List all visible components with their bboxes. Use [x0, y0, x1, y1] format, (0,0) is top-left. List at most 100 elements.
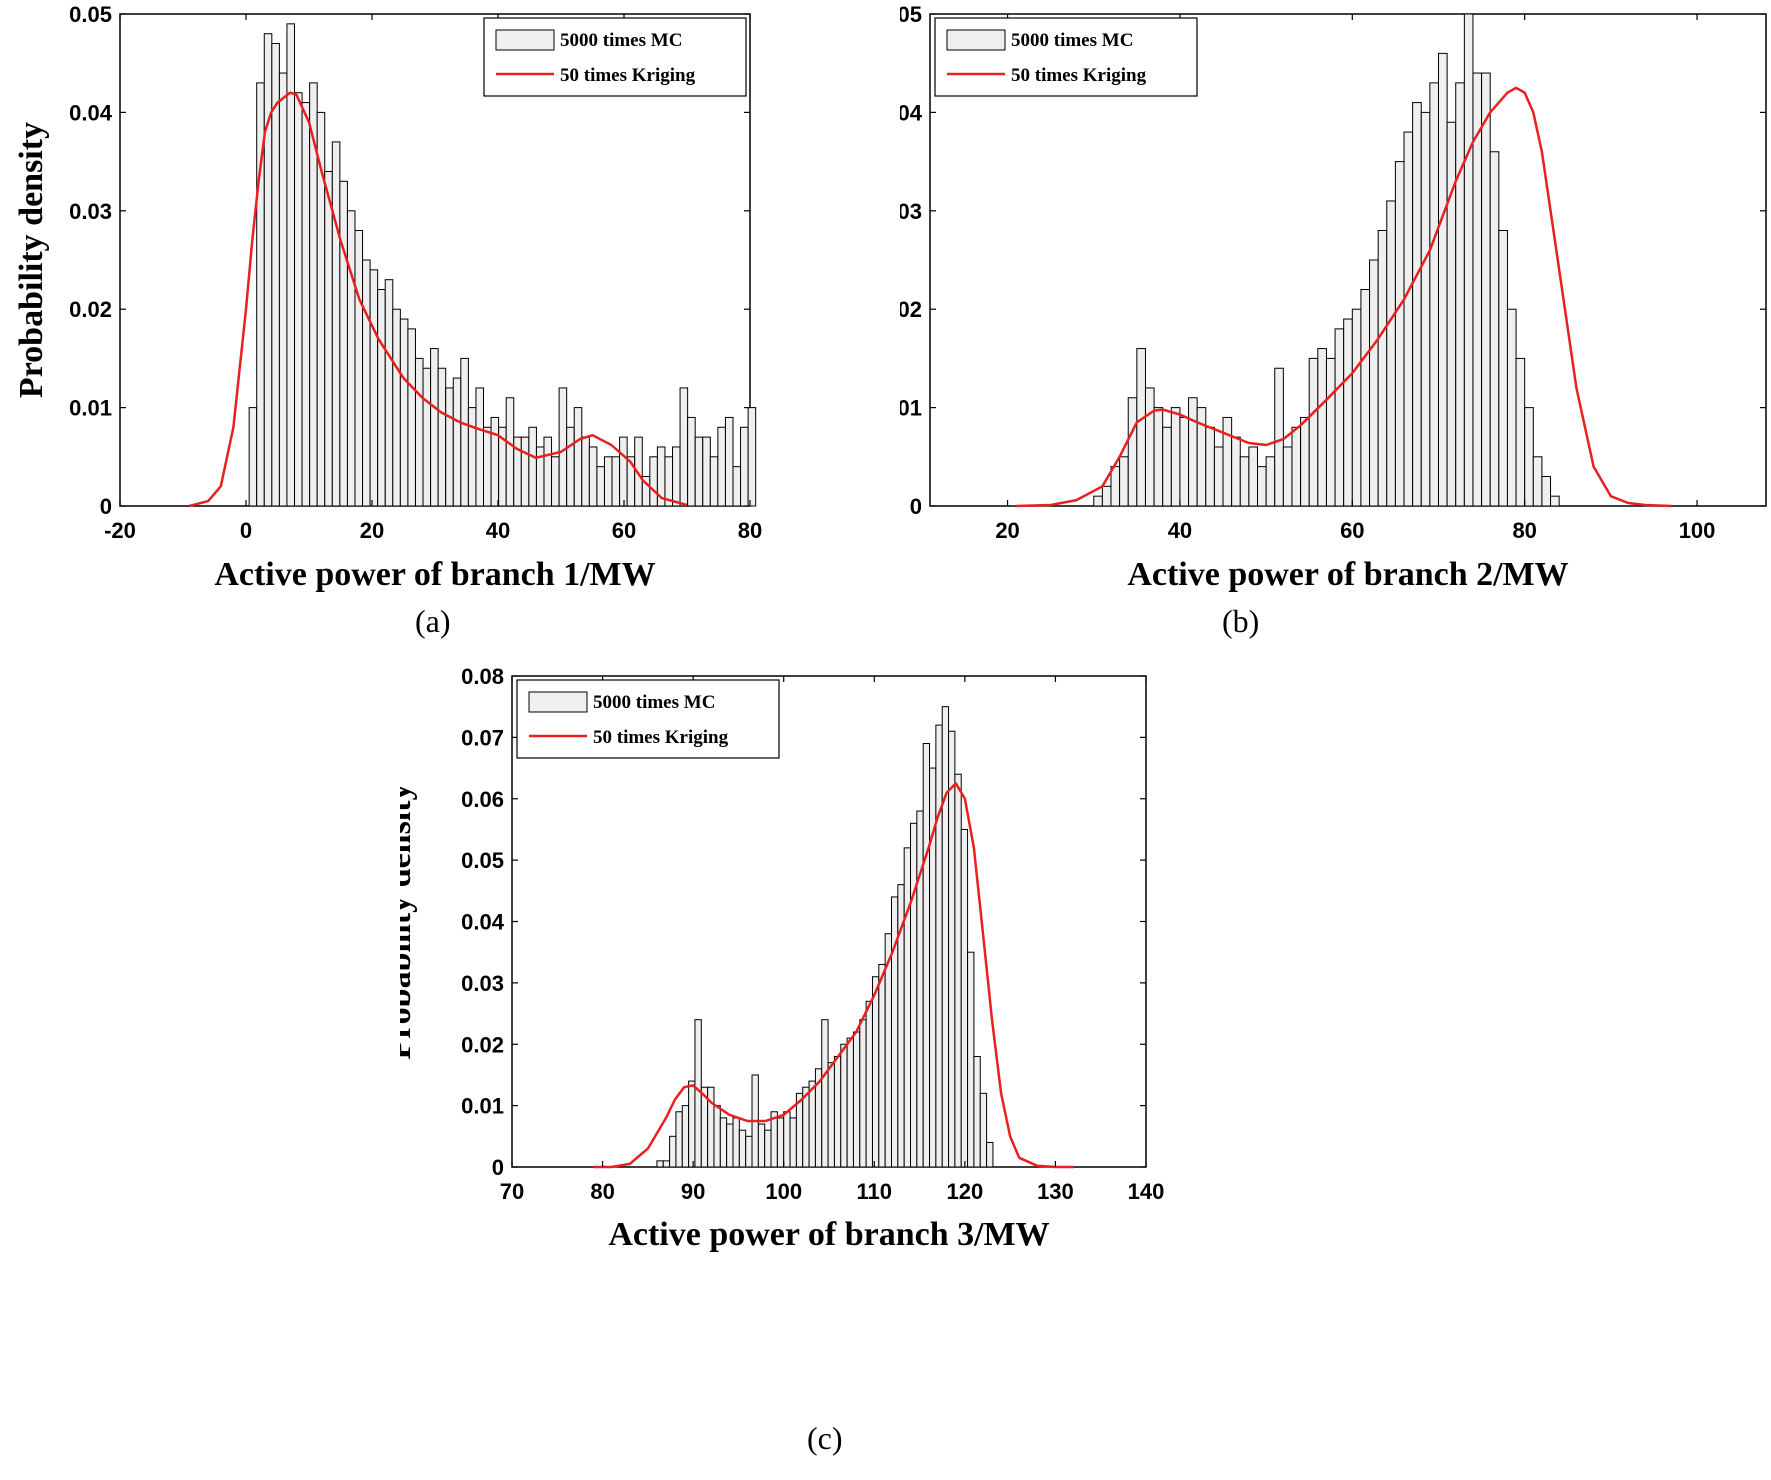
histogram-bar [1532, 456, 1543, 507]
histogram-bar [979, 1092, 988, 1168]
histogram-bar [1325, 357, 1336, 507]
histogram-bar [789, 1117, 797, 1168]
y-tick-label: 0.02 [900, 297, 922, 322]
histogram-bar [852, 1031, 861, 1168]
histogram-bar [399, 318, 409, 507]
histogram-bar [719, 1117, 728, 1168]
histogram-bar [581, 436, 590, 507]
y-tick-label: 0.01 [900, 396, 922, 421]
histogram-bar [1386, 200, 1396, 507]
y-tick-label: 0.04 [900, 100, 923, 125]
histogram-bar [745, 1135, 753, 1168]
subplot-label-a: (a) [415, 603, 451, 639]
x-axis-title: Active power of branch 3/MW [608, 1216, 1049, 1253]
histogram-bar [726, 1123, 734, 1168]
histogram-bar [709, 456, 719, 507]
histogram-bar [871, 976, 880, 1168]
histogram-bar [566, 426, 575, 507]
histogram-bar [732, 1117, 740, 1168]
histogram-bar [846, 1037, 854, 1168]
x-tick-label: 70 [500, 1179, 524, 1204]
histogram-bar [681, 1105, 690, 1168]
histogram-bar [551, 456, 560, 507]
histogram-bar [475, 387, 485, 507]
histogram-bar [596, 466, 605, 507]
histogram-bar [354, 229, 364, 507]
histogram-bar [1144, 387, 1155, 507]
histogram-bar [520, 436, 530, 507]
histogram-bar [1153, 407, 1164, 507]
histogram-bar [483, 426, 492, 507]
histogram-bar [362, 259, 371, 507]
histogram-bar [1420, 111, 1431, 507]
histogram-bar [1377, 229, 1388, 507]
y-tick-label: 0.03 [69, 199, 112, 224]
y-tick-label: 0.02 [69, 297, 112, 322]
histogram-bar [467, 407, 477, 507]
histogram-bar [1231, 436, 1241, 507]
histogram-bar [840, 1043, 848, 1168]
histogram-bar [271, 43, 280, 507]
y-tick-label: 0.01 [461, 1094, 504, 1119]
histogram-bar [1282, 446, 1293, 507]
x-tick-label: 100 [765, 1179, 802, 1204]
kriging-curve [188, 91, 688, 508]
histogram-bar [967, 951, 975, 1168]
histogram-bar [649, 456, 658, 507]
histogram-bar [732, 466, 742, 507]
histogram-bar [941, 706, 950, 1168]
histogram-bar [1110, 466, 1121, 507]
histogram-bar [414, 357, 424, 507]
histogram-bar [324, 170, 333, 507]
histogram-bar [738, 1129, 747, 1168]
histogram-bar [1265, 456, 1276, 507]
chart-panel-a: -20 0 20 40 60 80 0 0.01 0.02 0.03 0.04 0.05 Active … [0, 0, 860, 605]
histogram-bar [1351, 308, 1362, 507]
histogram-bar [910, 822, 918, 1168]
y-tick-label: 0.04 [461, 910, 505, 935]
histogram-bar [1317, 348, 1327, 507]
x-tick-label: 130 [1037, 1179, 1074, 1204]
histogram-bar [1524, 407, 1534, 507]
histogram-bar [1093, 495, 1103, 507]
histogram-bar [1291, 426, 1302, 507]
x-tick-label: 90 [681, 1179, 705, 1204]
histogram-bar [694, 436, 704, 507]
histogram-bar [1429, 82, 1439, 507]
histogram-bar [430, 348, 439, 507]
histogram-bar [1248, 446, 1259, 507]
legend-label-kriging: 50 times Kriging [593, 727, 729, 748]
histogram-bar [948, 730, 956, 1168]
histogram-bar [558, 387, 568, 507]
histogram-bar [1498, 229, 1508, 507]
histogram-bar [331, 141, 341, 507]
y-tick-label: 0 [910, 494, 922, 519]
x-tick-label: 20 [995, 518, 1019, 543]
histogram-bar [369, 269, 379, 507]
histogram-bar [1446, 121, 1457, 507]
histogram-bar [688, 1080, 696, 1168]
histogram-bar [865, 1000, 873, 1168]
chart-c-svg: 70 80 90 100 110 120 130 140 0 0.01 0.02 0.03 0.04 0.… [381, 664, 1164, 1253]
y-tick-label: 0.06 [461, 787, 504, 812]
histogram-bar [1222, 416, 1233, 507]
histogram-bar [973, 1056, 981, 1168]
histogram-bar [827, 1062, 835, 1168]
y-axis-title: Probability density [13, 122, 50, 398]
y-tick-label: 0.05 [900, 2, 922, 27]
legend-swatch-histogram [495, 29, 555, 51]
y-axis-title: Probability density [400, 783, 418, 1059]
histogram-bar [656, 1160, 664, 1168]
histogram-bar [1437, 52, 1448, 507]
x-tick-label: 110 [857, 1179, 893, 1204]
x-tick-label: 60 [1340, 518, 1364, 543]
legend-label-mc: 5000 times MC [1011, 30, 1133, 51]
histogram-bar [702, 436, 711, 507]
histogram-bar [452, 377, 462, 507]
histogram-bar [1205, 426, 1215, 507]
histogram-bar [764, 1129, 772, 1168]
y-tick-label: 0.01 [69, 396, 112, 421]
histogram-bar [1412, 102, 1422, 507]
histogram-bar [1489, 151, 1500, 507]
histogram-bar [339, 180, 348, 507]
